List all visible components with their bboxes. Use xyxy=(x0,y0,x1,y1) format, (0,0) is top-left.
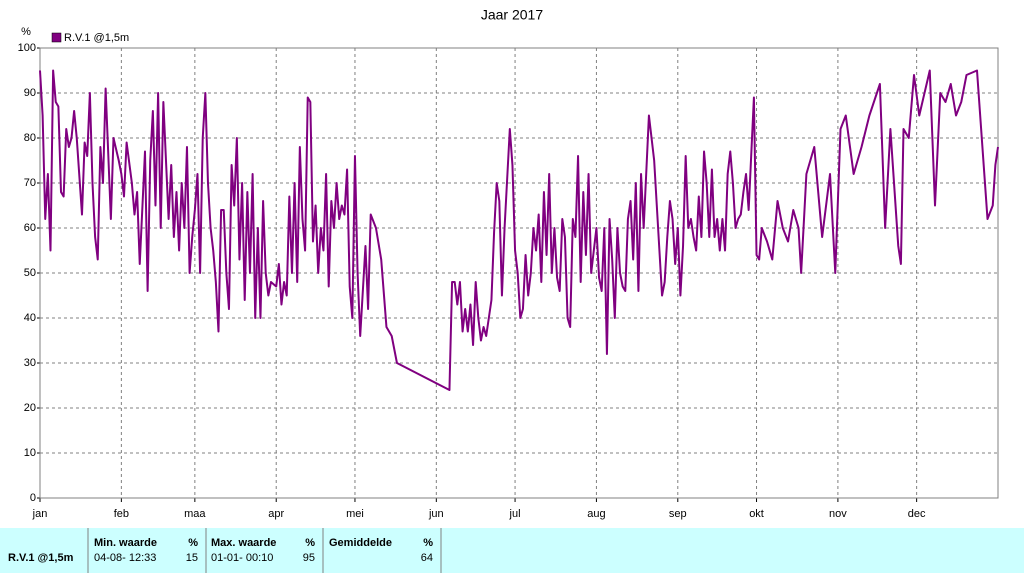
x-tick-label: feb xyxy=(114,508,129,520)
legend-label: R.V.1 @1,5m xyxy=(64,32,129,44)
stats-unit: % xyxy=(423,537,433,549)
stats-panel xyxy=(0,528,1024,573)
chart-title: Jaar 2017 xyxy=(481,7,543,23)
x-tick-label: dec xyxy=(908,508,926,520)
y-tick-label: 0 xyxy=(30,492,36,504)
y-axis-label: % xyxy=(21,26,31,38)
plot-frame xyxy=(39,47,999,499)
x-tick-label: sep xyxy=(669,508,687,520)
y-tick-label: 90 xyxy=(24,87,36,99)
x-tick-label: mei xyxy=(346,508,364,520)
x-tick-label: maa xyxy=(184,508,206,520)
data-line xyxy=(39,69,999,391)
stats-value: 64 xyxy=(421,552,433,564)
stats-title: Max. waarde xyxy=(211,537,276,549)
stats-time: 04-08- 12:33 xyxy=(94,552,156,564)
legend-swatch xyxy=(51,32,62,43)
y-tick-label: 20 xyxy=(24,402,36,414)
x-tick-label: aug xyxy=(587,508,605,520)
y-tick-label: 30 xyxy=(24,357,36,369)
y-tick-label: 100 xyxy=(18,42,36,54)
x-tick-label: jan xyxy=(32,508,48,520)
stats-title: Gemiddelde xyxy=(329,537,392,549)
stats-series-label: R.V.1 @1,5m xyxy=(8,552,74,564)
stats-unit: % xyxy=(188,537,198,549)
x-tick-label: jul xyxy=(509,508,521,520)
x-tick-label: jun xyxy=(428,508,444,520)
stats-title: Min. waarde xyxy=(94,537,157,549)
y-tick-label: 60 xyxy=(24,222,36,234)
x-tick-label: nov xyxy=(829,508,847,520)
stats-time: 01-01- 00:10 xyxy=(211,552,273,564)
x-tick-label: apr xyxy=(268,508,284,520)
x-tick-label: okt xyxy=(749,508,764,520)
stats-value: 95 xyxy=(303,552,315,564)
y-tick-label: 50 xyxy=(24,267,36,279)
stats-unit: % xyxy=(305,537,315,549)
y-tick-label: 80 xyxy=(24,132,36,144)
stats-value: 15 xyxy=(186,552,198,564)
y-tick-label: 10 xyxy=(24,447,36,459)
y-tick-label: 40 xyxy=(24,312,36,324)
y-tick-label: 70 xyxy=(24,177,36,189)
